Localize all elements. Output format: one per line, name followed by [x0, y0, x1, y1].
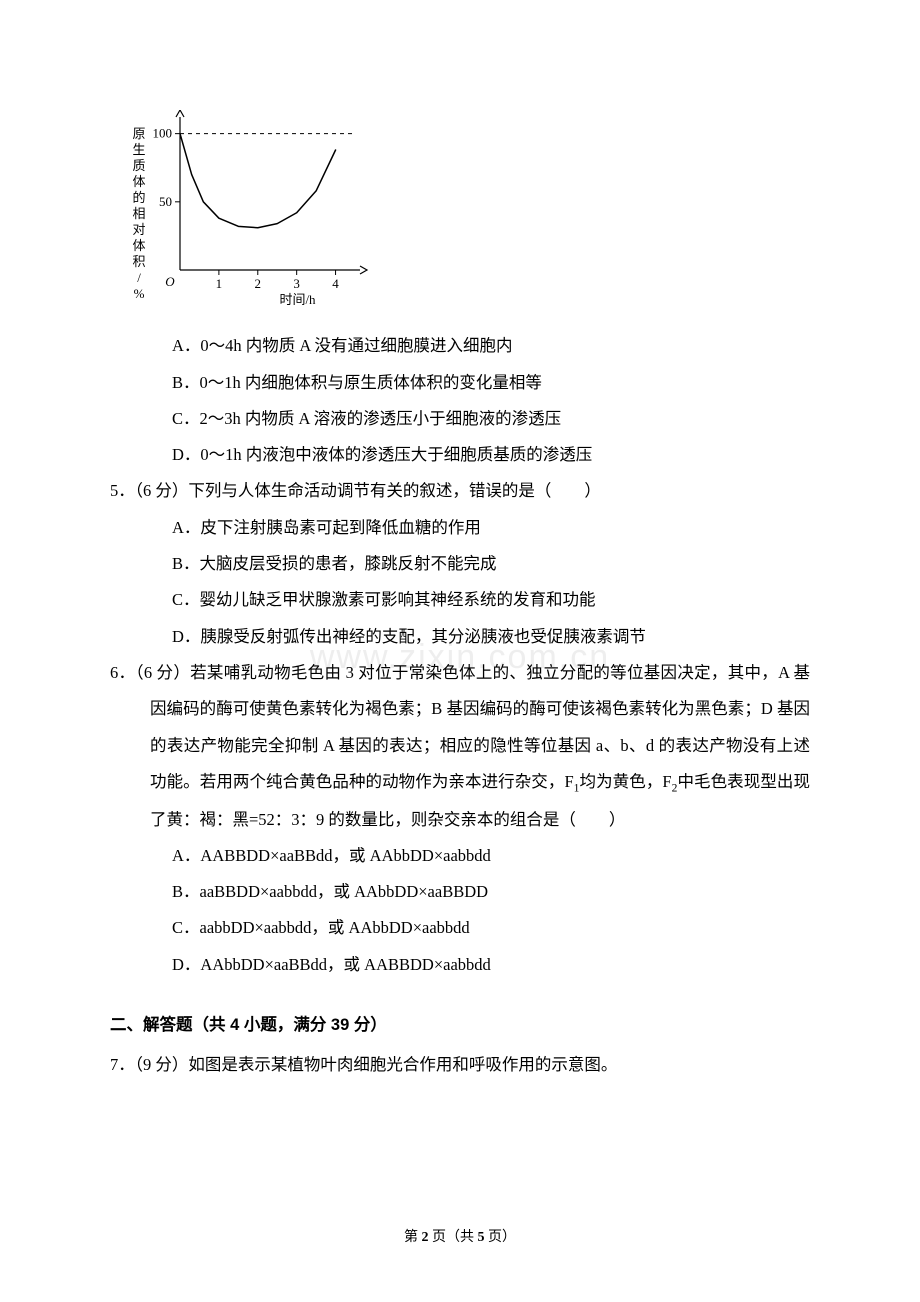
svg-text:原: 原	[132, 126, 145, 141]
q4-option-a: A．0～4h 内物质 A 没有通过细胞膜进入细胞内	[172, 328, 810, 364]
svg-text:/: /	[137, 270, 141, 285]
svg-text:时间/h: 时间/h	[279, 292, 316, 305]
section-2-title: 二、解答题（共 4 小题，满分 39 分）	[110, 1007, 810, 1043]
q5-stem: 5．（6 分）下列与人体生命活动调节有关的叙述，错误的是（ ）	[150, 473, 810, 509]
svg-text:体: 体	[132, 238, 145, 253]
svg-text:4: 4	[332, 276, 339, 291]
svg-text:%: %	[134, 286, 145, 301]
svg-text:3: 3	[293, 276, 300, 291]
svg-text:的: 的	[132, 190, 145, 205]
q6-option-d: D．AAbbDD×aaBBdd，或 AABBDD×aabbdd	[172, 947, 810, 983]
svg-text:对: 对	[132, 222, 145, 237]
svg-text:100: 100	[153, 126, 173, 141]
q6-stem-part2: 均为黄色，F	[579, 772, 671, 791]
footer-prefix: 第	[404, 1230, 422, 1245]
protoplast-volume-chart: 123450100O时间/h原生质体的相对体积/%	[125, 110, 810, 318]
q6-option-c: C．aabbDD×aabbdd，或 AAbbDD×aabbdd	[172, 910, 810, 946]
q5-option-d: D．胰腺受反射弧传出神经的支配，其分泌胰液也受促胰液素调节	[172, 619, 810, 655]
q5-option-b: B．大脑皮层受损的患者，膝跳反射不能完成	[172, 546, 810, 582]
svg-text:积: 积	[132, 254, 145, 269]
q5-option-a: A．皮下注射胰岛素可起到降低血糖的作用	[172, 510, 810, 546]
q5-option-c: C．婴幼儿缺乏甲状腺激素可影响其神经系统的发育和功能	[172, 582, 810, 618]
footer-total: 5	[478, 1230, 485, 1245]
q6-stem: 6．（6 分）若某哺乳动物毛色由 3 对位于常染色体上的、独立分配的等位基因决定…	[150, 655, 810, 838]
svg-text:相: 相	[132, 206, 145, 221]
svg-text:质: 质	[132, 158, 145, 173]
q4-option-c: C．2～3h 内物质 A 溶液的渗透压小于细胞液的渗透压	[172, 401, 810, 437]
svg-text:生: 生	[132, 142, 145, 157]
footer-suffix: 页）	[485, 1230, 517, 1245]
page-footer: 第 2 页（共 5 页）	[0, 1223, 920, 1254]
q4-option-b: B．0～1h 内细胞体积与原生质体体积的变化量相等	[172, 365, 810, 401]
svg-text:2: 2	[255, 276, 262, 291]
footer-middle: 页（共	[429, 1230, 478, 1245]
q6-option-b: B．aaBBDD×aabbdd，或 AAbbDD×aaBBDD	[172, 874, 810, 910]
svg-text:O: O	[165, 274, 175, 289]
svg-text:50: 50	[159, 194, 172, 209]
svg-text:体: 体	[132, 174, 145, 189]
svg-text:1: 1	[216, 276, 223, 291]
q7-stem: 7．（9 分）如图是表示某植物叶肉细胞光合作用和呼吸作用的示意图。	[150, 1047, 810, 1083]
footer-page: 2	[422, 1230, 429, 1245]
q4-option-d: D．0～1h 内液泡中液体的渗透压大于细胞质基质的渗透压	[172, 437, 810, 473]
q6-option-a: A．AABBDD×aaBBdd，或 AAbbDD×aabbdd	[172, 838, 810, 874]
